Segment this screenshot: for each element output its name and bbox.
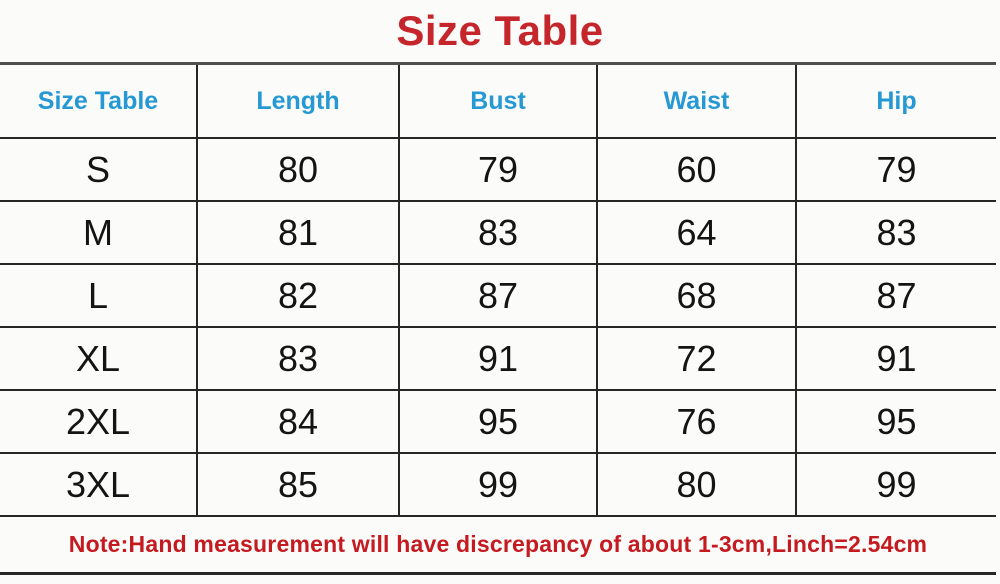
length-value: 81: [196, 201, 399, 265]
table-row-s: S 80 79 60 79: [0, 138, 996, 202]
note-row: Note:Hand measurement will have discrepa…: [0, 516, 996, 574]
bust-value: 99: [398, 453, 597, 517]
bust-value: 95: [398, 390, 597, 454]
hip-value: 99: [795, 453, 996, 517]
bust-value: 79: [398, 138, 597, 202]
size-label: L: [0, 264, 197, 328]
size-label: M: [0, 201, 197, 265]
header-hip: Hip: [795, 63, 996, 139]
bust-value: 91: [398, 327, 597, 391]
length-value: 82: [196, 264, 399, 328]
size-table: Size Table Length Bust Waist Hip S 80 79…: [0, 62, 996, 575]
hip-value: 83: [795, 201, 996, 265]
header-length: Length: [196, 63, 399, 139]
waist-value: 68: [596, 264, 796, 328]
table-row-3xl: 3XL 85 99 80 99: [0, 453, 996, 517]
page-title: Size Table: [396, 7, 604, 54]
table-row-xl: XL 83 91 72 91: [0, 327, 996, 391]
header-waist: Waist: [596, 63, 796, 139]
table-row-l: L 82 87 68 87: [0, 264, 996, 328]
header-bust: Bust: [398, 63, 597, 139]
size-label: XL: [0, 327, 197, 391]
table-row-2xl: 2XL 84 95 76 95: [0, 390, 996, 454]
header-size: Size Table: [0, 63, 197, 139]
bust-value: 87: [398, 264, 597, 328]
waist-value: 64: [596, 201, 796, 265]
note-text: Note:Hand measurement will have discrepa…: [68, 531, 928, 557]
length-value: 85: [196, 453, 399, 517]
hip-value: 91: [795, 327, 996, 391]
hip-value: 87: [795, 264, 996, 328]
waist-value: 76: [596, 390, 796, 454]
table-row-m: M 81 83 64 83: [0, 201, 996, 265]
length-value: 80: [196, 138, 399, 202]
size-label: 2XL: [0, 390, 197, 454]
size-label: 3XL: [0, 453, 197, 517]
hip-value: 95: [795, 390, 996, 454]
hip-value: 79: [795, 138, 996, 202]
waist-value: 72: [596, 327, 796, 391]
length-value: 83: [196, 327, 399, 391]
length-value: 84: [196, 390, 399, 454]
bust-value: 83: [398, 201, 597, 265]
waist-value: 80: [596, 453, 796, 517]
header-row: Size Table Length Bust Waist Hip: [0, 63, 996, 139]
size-label: S: [0, 138, 197, 202]
waist-value: 60: [596, 138, 796, 202]
